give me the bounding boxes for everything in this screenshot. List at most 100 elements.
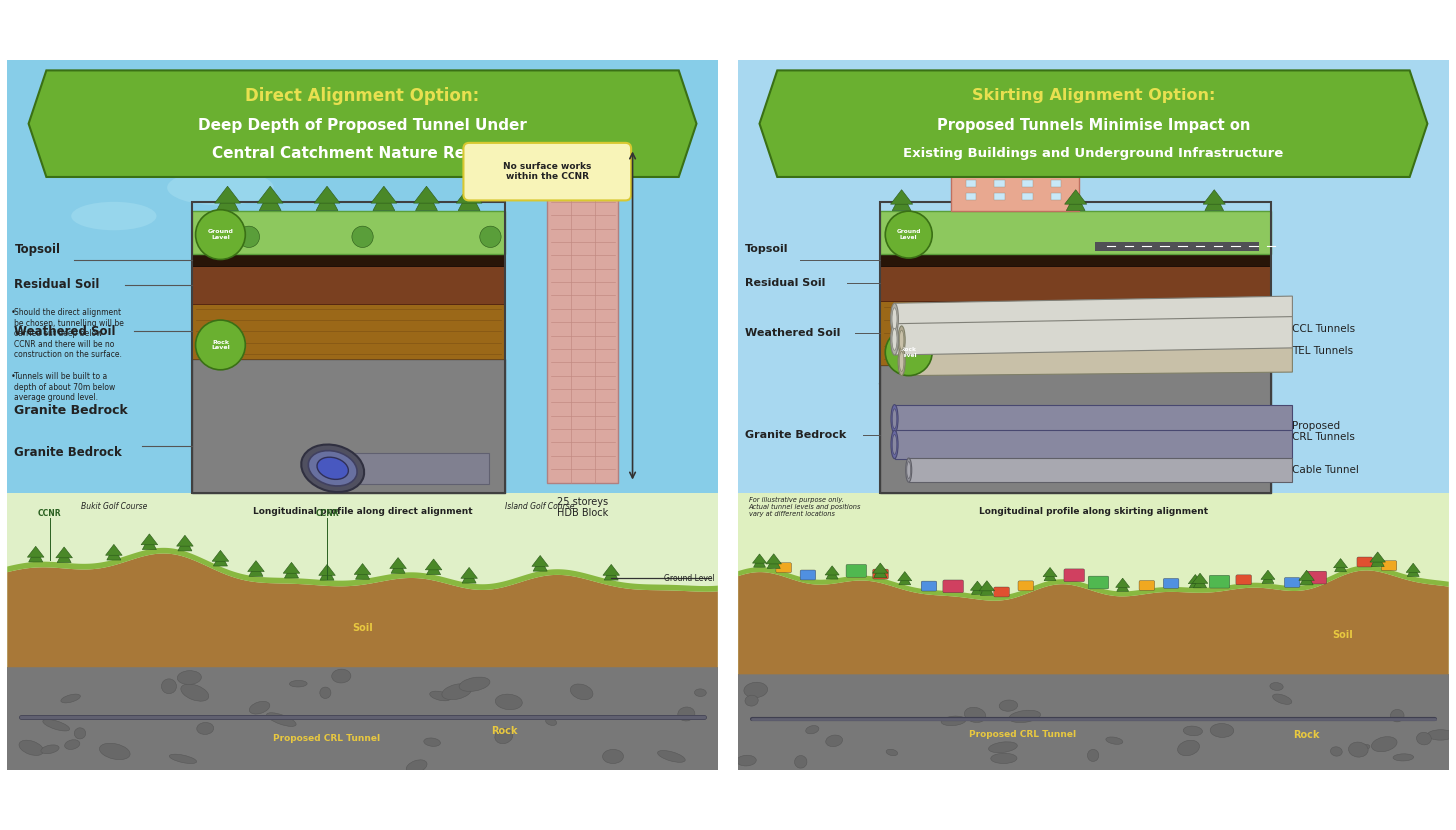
Ellipse shape	[249, 701, 269, 714]
Polygon shape	[1188, 574, 1203, 583]
Text: CCL Tunnels: CCL Tunnels	[1293, 324, 1356, 334]
FancyBboxPatch shape	[881, 301, 1271, 365]
Polygon shape	[57, 549, 71, 563]
Polygon shape	[390, 558, 406, 569]
Ellipse shape	[571, 684, 593, 700]
Text: Soil: Soil	[1332, 630, 1353, 640]
Polygon shape	[894, 296, 1293, 334]
Ellipse shape	[900, 330, 904, 350]
FancyBboxPatch shape	[1018, 581, 1034, 591]
Ellipse shape	[1393, 754, 1414, 761]
FancyBboxPatch shape	[1022, 167, 1034, 174]
Polygon shape	[355, 566, 370, 579]
Text: CCNR: CCNR	[314, 509, 339, 518]
Ellipse shape	[374, 461, 387, 476]
Ellipse shape	[320, 687, 331, 699]
Text: Soil: Soil	[352, 623, 373, 633]
Text: Existing Buildings and Underground Infrastructure: Existing Buildings and Underground Infra…	[903, 147, 1284, 160]
Text: Ground
Level: Ground Level	[208, 229, 233, 240]
Polygon shape	[214, 553, 227, 566]
Polygon shape	[894, 404, 1293, 433]
Polygon shape	[898, 572, 911, 581]
FancyBboxPatch shape	[965, 180, 976, 187]
Ellipse shape	[1427, 730, 1455, 740]
Polygon shape	[106, 547, 121, 560]
Polygon shape	[284, 564, 298, 578]
Ellipse shape	[907, 461, 910, 479]
Polygon shape	[760, 71, 1427, 177]
FancyBboxPatch shape	[965, 193, 976, 200]
Ellipse shape	[891, 430, 898, 459]
FancyBboxPatch shape	[1208, 575, 1230, 588]
FancyBboxPatch shape	[801, 570, 815, 580]
Ellipse shape	[1417, 732, 1431, 745]
Polygon shape	[533, 558, 547, 571]
FancyBboxPatch shape	[192, 304, 505, 359]
FancyBboxPatch shape	[192, 359, 505, 493]
Ellipse shape	[1390, 710, 1404, 722]
FancyBboxPatch shape	[50, 76, 676, 119]
Ellipse shape	[1088, 749, 1099, 761]
Polygon shape	[898, 574, 910, 585]
Polygon shape	[1066, 193, 1085, 211]
Text: For illustrative purpose only.
Actual tunnel levels and positions
vary at differ: For illustrative purpose only. Actual tu…	[748, 496, 862, 517]
Ellipse shape	[695, 689, 706, 696]
Ellipse shape	[469, 156, 540, 177]
Polygon shape	[978, 581, 994, 591]
Text: Residual Soil: Residual Soil	[745, 278, 826, 288]
Ellipse shape	[424, 738, 441, 746]
Ellipse shape	[336, 419, 357, 427]
Ellipse shape	[41, 745, 60, 754]
Ellipse shape	[290, 681, 307, 687]
Ellipse shape	[232, 476, 261, 488]
Text: Weathered Soil: Weathered Soil	[15, 325, 116, 338]
Polygon shape	[1406, 564, 1420, 573]
FancyBboxPatch shape	[738, 60, 1449, 770]
Circle shape	[195, 210, 245, 260]
Text: Tunnels will be built to a
depth of about 70m below
average ground level.: Tunnels will be built to a depth of abou…	[15, 373, 115, 403]
FancyBboxPatch shape	[333, 452, 489, 484]
Polygon shape	[970, 581, 984, 590]
Polygon shape	[1370, 552, 1386, 562]
Text: Proposed
CRL Tunnels: Proposed CRL Tunnels	[1293, 421, 1356, 442]
FancyBboxPatch shape	[1051, 180, 1061, 187]
Ellipse shape	[893, 329, 897, 350]
Ellipse shape	[430, 691, 451, 701]
Polygon shape	[894, 430, 1293, 459]
Text: Ground Level: Ground Level	[664, 574, 715, 583]
Ellipse shape	[1357, 745, 1370, 751]
FancyBboxPatch shape	[1022, 180, 1034, 187]
Polygon shape	[282, 563, 300, 574]
Text: Rock
Level: Rock Level	[211, 339, 230, 350]
Ellipse shape	[373, 467, 390, 476]
Ellipse shape	[1239, 484, 1257, 491]
Ellipse shape	[332, 669, 351, 683]
Ellipse shape	[941, 716, 965, 725]
Ellipse shape	[1178, 740, 1200, 755]
Text: Residual Soil: Residual Soil	[15, 278, 100, 291]
FancyBboxPatch shape	[463, 143, 630, 200]
Circle shape	[352, 226, 373, 247]
FancyBboxPatch shape	[776, 563, 792, 573]
Ellipse shape	[467, 476, 482, 481]
Ellipse shape	[1190, 429, 1216, 445]
Ellipse shape	[1086, 437, 1102, 452]
Ellipse shape	[964, 707, 986, 722]
Ellipse shape	[919, 408, 935, 422]
Polygon shape	[891, 190, 913, 204]
Ellipse shape	[441, 684, 472, 700]
Text: Longitudinal profile along direct alignment: Longitudinal profile along direct alignm…	[253, 507, 472, 516]
Ellipse shape	[795, 755, 807, 768]
Polygon shape	[767, 556, 780, 569]
Ellipse shape	[1127, 427, 1155, 435]
Polygon shape	[258, 186, 282, 203]
Polygon shape	[901, 344, 1293, 376]
Polygon shape	[105, 544, 122, 555]
Text: Weathered Soil: Weathered Soil	[745, 328, 840, 338]
Polygon shape	[414, 186, 440, 203]
Ellipse shape	[301, 445, 364, 492]
Ellipse shape	[990, 754, 1016, 764]
Polygon shape	[603, 564, 620, 575]
Ellipse shape	[546, 719, 556, 725]
Ellipse shape	[309, 451, 357, 486]
